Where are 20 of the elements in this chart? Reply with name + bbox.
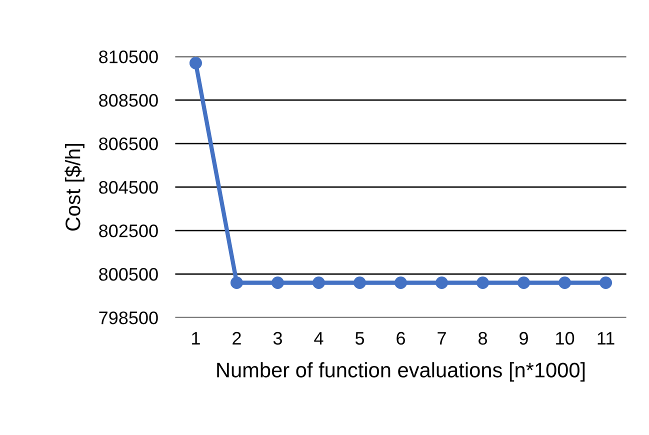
y-tick-label: 810500 — [99, 50, 158, 64]
x-tick-label: 11 — [598, 332, 614, 345]
x-tick-label: 7 — [438, 332, 446, 345]
x-tick-label: 1 — [192, 332, 200, 345]
y-tick-label: 804500 — [99, 180, 158, 194]
y-tick-label: 806500 — [99, 137, 158, 150]
x-tick-label: 9 — [520, 332, 528, 345]
y-tick-label: 802500 — [99, 224, 158, 238]
x-tick-label: 3 — [273, 332, 282, 345]
x-tick-label: 6 — [396, 332, 405, 345]
x-tick-label: 5 — [355, 332, 364, 345]
y-tick-label: 800500 — [99, 268, 158, 281]
x-tick-label: 4 — [314, 332, 324, 345]
x-tick-label: 8 — [478, 332, 488, 345]
y-tick-label: 798500 — [99, 311, 158, 324]
x-tick-label: 2 — [232, 332, 241, 345]
x-axis-title: Number of function evaluations [n*1000] — [217, 362, 585, 382]
x-tick-label: 10 — [556, 332, 574, 345]
y-axis-title: Cost [$/h] — [64, 144, 84, 231]
y-tick-label: 808500 — [99, 94, 158, 107]
